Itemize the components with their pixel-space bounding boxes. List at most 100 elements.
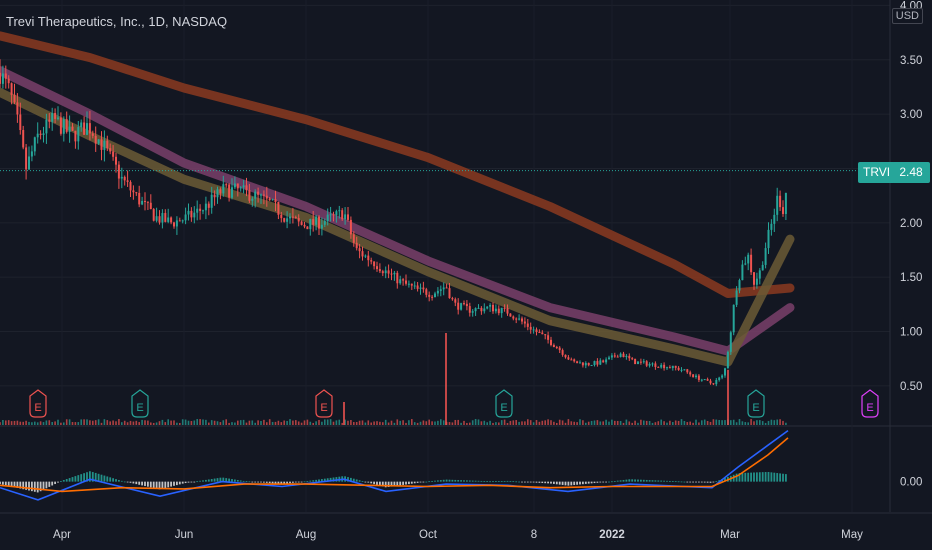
macd-axis[interactable]: 0.00 [900, 477, 922, 489]
macd-histogram-bar [350, 477, 352, 482]
macd-histogram-bar [669, 480, 671, 482]
volume-bar [605, 419, 607, 425]
macd-histogram-bar [509, 481, 512, 482]
volume-spike [445, 333, 447, 425]
volume-bar [199, 419, 201, 425]
volume-bar [271, 421, 274, 425]
candle-body [587, 363, 590, 366]
volume-bar [89, 420, 91, 425]
macd-histogram-bar [651, 480, 654, 482]
candle-body [712, 383, 715, 385]
earnings-marker[interactable]: E [29, 389, 47, 418]
candle-body [294, 217, 297, 219]
macd-histogram-bar [16, 481, 19, 488]
candle-body [410, 283, 413, 286]
macd-histogram-bar [2, 481, 4, 485]
macd-histogram-bar [402, 481, 404, 485]
candle-body [341, 210, 344, 220]
candle-body [123, 176, 126, 181]
candle-body [355, 242, 358, 249]
volume-bar [80, 419, 82, 425]
macd-histogram-bar [25, 481, 27, 490]
candle-body [518, 318, 521, 320]
macd-histogram-bar [674, 481, 677, 483]
volume-bar [121, 422, 123, 425]
macd-histogram-bar [692, 481, 694, 483]
candle-body [88, 123, 91, 134]
candle-body [529, 326, 532, 330]
volume-bar [65, 419, 68, 425]
macd-histogram-bar [379, 481, 381, 486]
volume-bar [268, 419, 271, 425]
volume-bar [48, 420, 51, 425]
currency-label[interactable]: USD [891, 8, 923, 24]
macd-histogram-bar [309, 480, 312, 482]
volume-bar [36, 422, 39, 425]
candle-body [175, 220, 178, 227]
time-tick-label: Oct [419, 529, 438, 541]
macd-histogram-bar [22, 481, 25, 490]
macd-histogram-bar [132, 481, 135, 484]
candle-body [216, 189, 219, 198]
earnings-marker[interactable]: E [861, 389, 879, 418]
volume-bar [416, 422, 419, 425]
candle-body [564, 354, 567, 358]
macd-histogram-bar [492, 481, 494, 483]
earnings-marker[interactable]: E [747, 389, 765, 418]
candle-body [13, 94, 16, 103]
ema-ribbon [0, 87, 795, 367]
macd-histogram-bar [129, 481, 132, 483]
volume-bar [274, 421, 277, 425]
volume-bar [724, 420, 726, 425]
candle-body [419, 287, 422, 289]
macd-histogram-bar [292, 481, 294, 483]
earnings-marker[interactable]: E [315, 389, 333, 418]
candle-body [619, 353, 622, 358]
volume-bar [614, 420, 616, 425]
candle-body [422, 287, 425, 290]
candle-body [373, 261, 376, 267]
macd-line [0, 429, 789, 501]
volume-bar [225, 419, 227, 425]
candle-body [309, 219, 312, 230]
macd-histogram-bar [538, 481, 541, 483]
candle-body [390, 273, 393, 275]
macd-histogram-bar [422, 481, 425, 483]
volume-bar [669, 420, 671, 425]
candle-body [541, 332, 544, 335]
volume-bar [222, 420, 225, 425]
macd-histogram-bar [45, 481, 48, 489]
volume-bar [706, 420, 709, 425]
candle-body [349, 219, 352, 235]
macd-tick-label: 0.00 [900, 477, 922, 489]
earnings-marker[interactable]: E [131, 389, 149, 418]
candle-body [71, 126, 74, 131]
macd-histogram-bar [210, 479, 213, 482]
volume-bar [451, 422, 454, 425]
macd-histogram-bar [764, 472, 767, 482]
volume-bar [74, 422, 77, 425]
candle-body [286, 218, 289, 222]
candle-body [138, 192, 141, 205]
macd-histogram-bar [680, 481, 683, 483]
time-axis[interactable]: Apr Jun Aug Oct 8 2022 Mar May [53, 529, 863, 541]
volume-bar [469, 422, 471, 425]
volume-bar [245, 422, 248, 425]
candle-body [265, 195, 268, 199]
candle-body [378, 269, 381, 272]
macd-histogram-bar [167, 481, 170, 488]
price-axis[interactable]: 0.501.001.502.002.503.003.504.00 [900, 0, 922, 392]
macd-histogram-bar [147, 481, 149, 487]
volume-bar [535, 420, 538, 425]
volume-bar [39, 421, 42, 425]
macd-histogram-bar [274, 481, 277, 484]
macd-histogram-bar [71, 477, 74, 482]
volume-bar [442, 420, 445, 425]
volume-bar [492, 422, 494, 425]
candle-body [628, 355, 631, 359]
earnings-marker[interactable]: E [495, 389, 513, 418]
candle-body [16, 102, 19, 115]
candle-body [109, 148, 112, 152]
